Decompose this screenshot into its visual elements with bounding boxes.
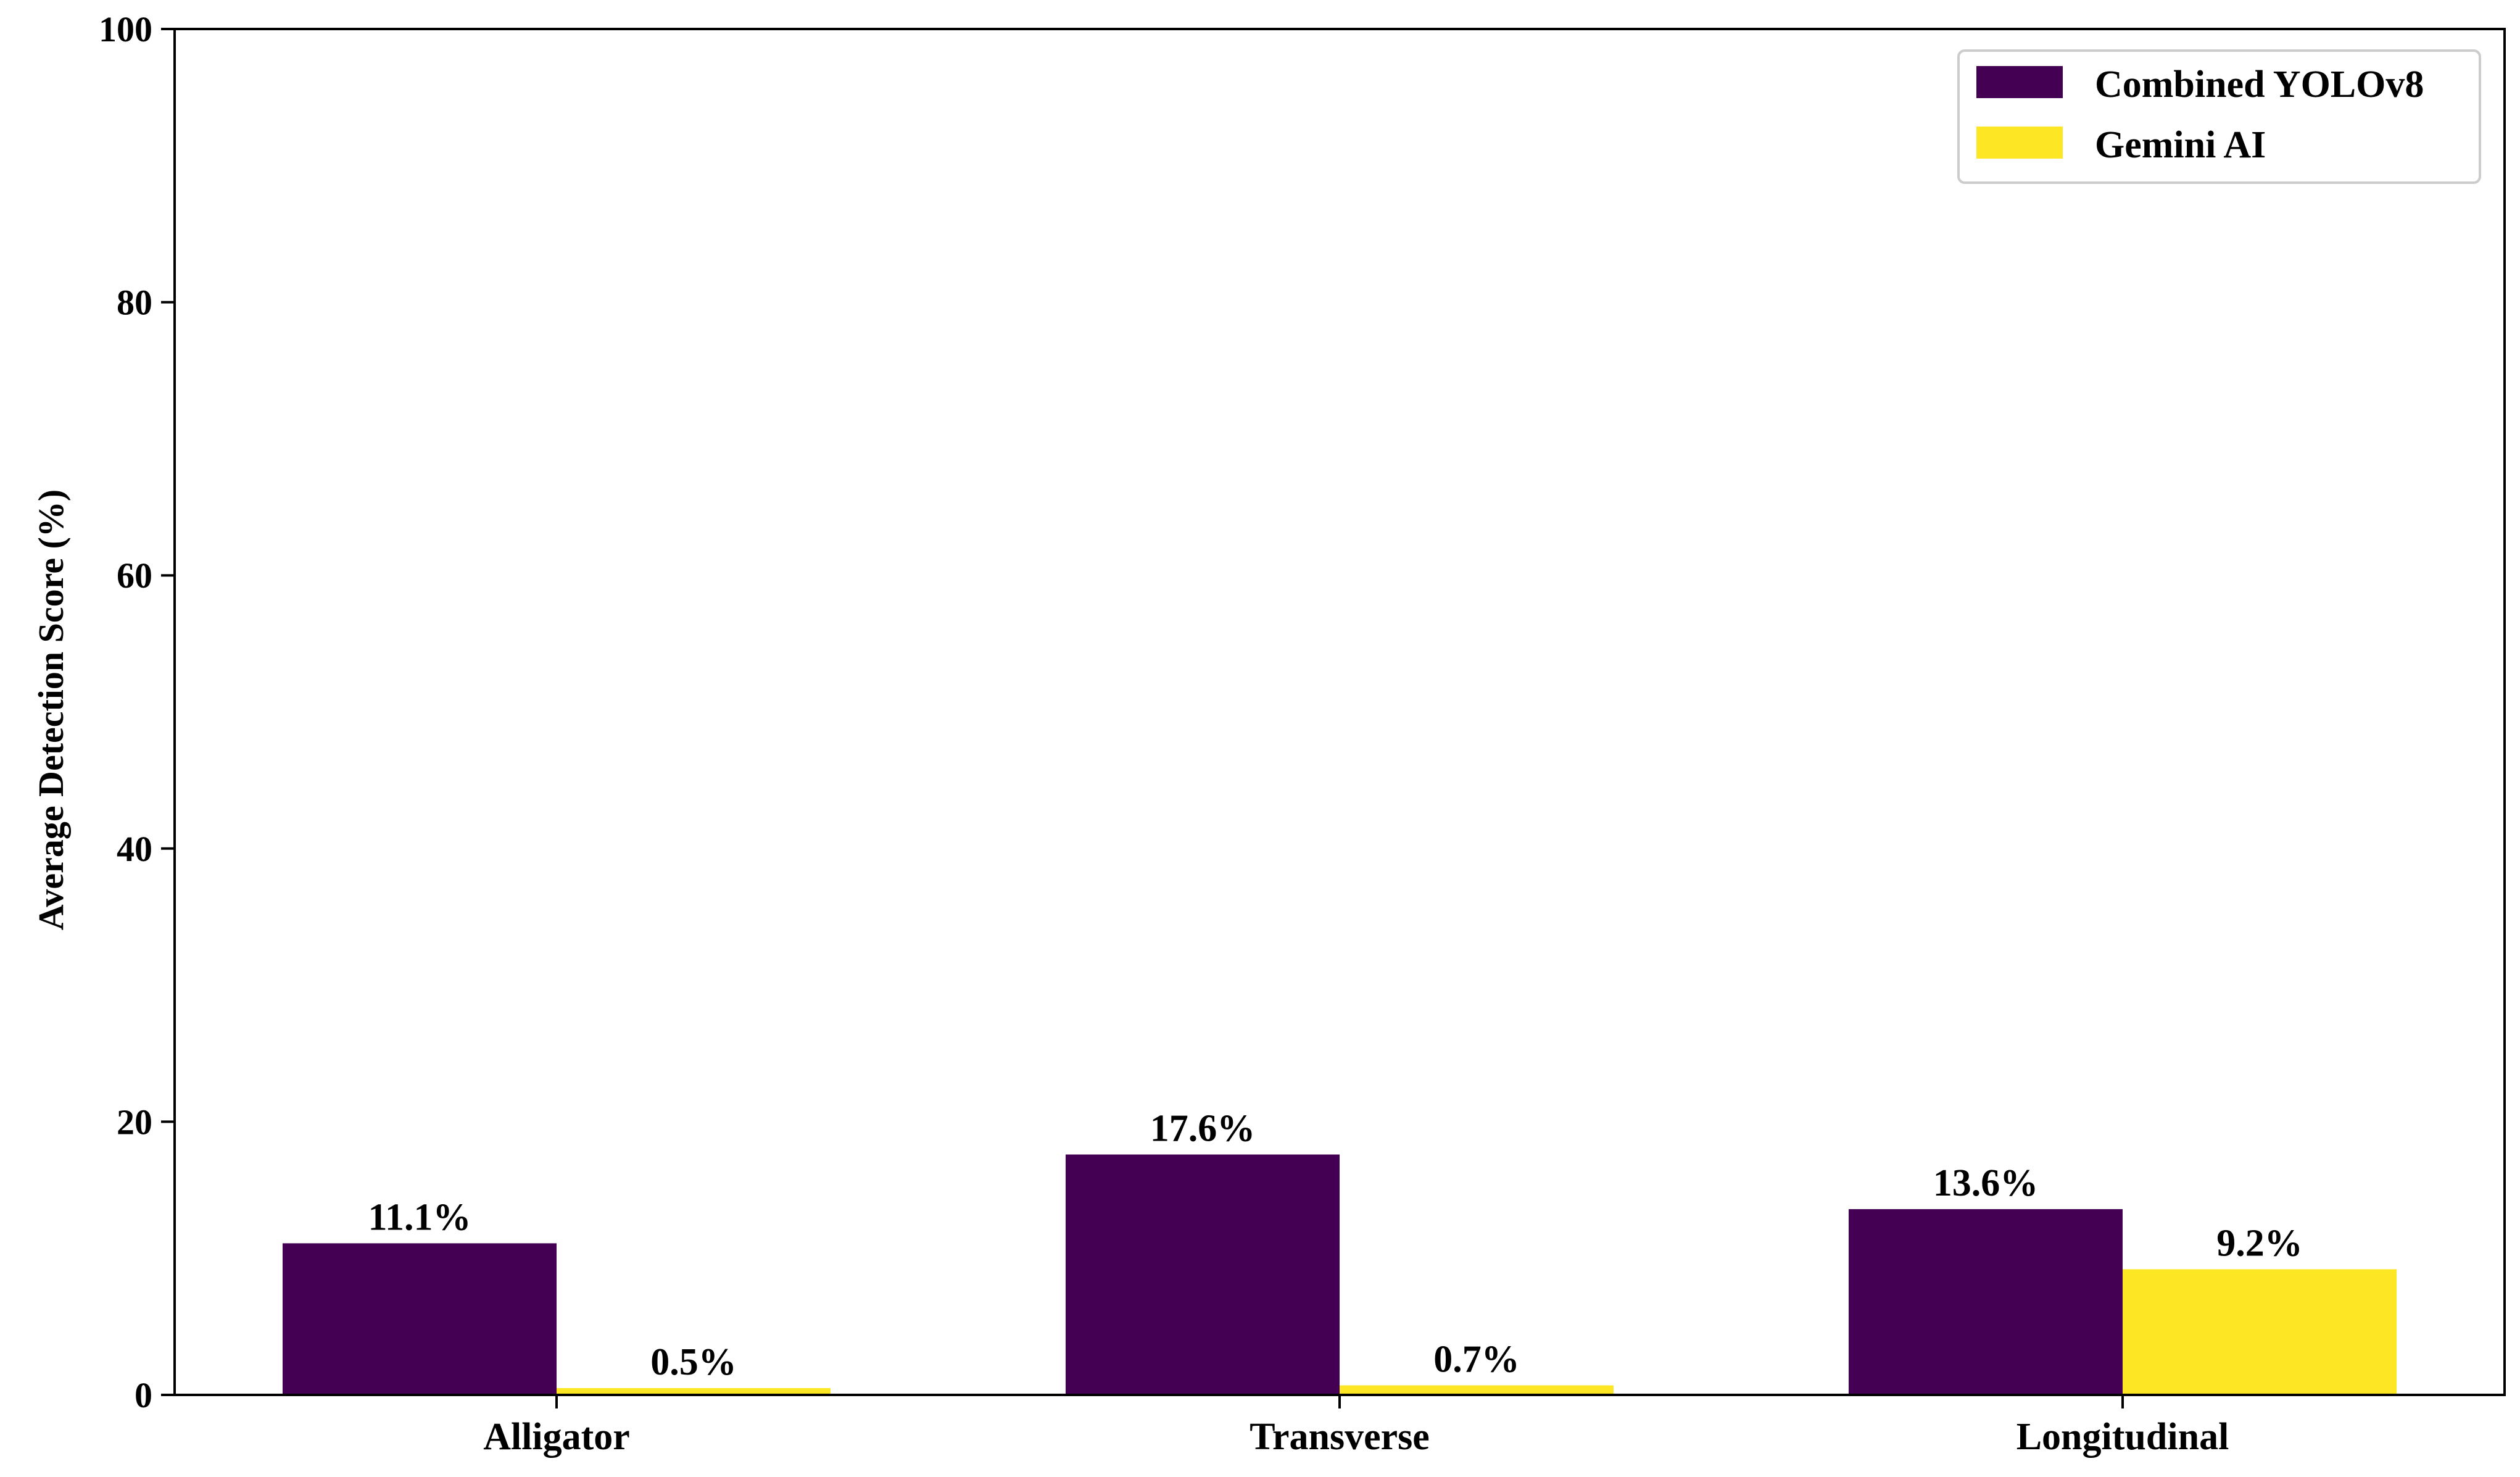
x-axis: Alligator Transverse Longitudinal	[483, 1395, 2229, 1458]
legend-label-gemini-ai: Gemini AI	[2095, 124, 2266, 166]
bar-gemini-ai-transverse	[1340, 1385, 1614, 1395]
bars-layer	[283, 1154, 2397, 1395]
y-tick-label-80: 80	[117, 283, 152, 323]
bar-combined-yolov8-transverse	[1066, 1154, 1340, 1395]
data-label-combined-yolov8-alligator: 11.1%	[368, 1196, 471, 1238]
y-tick-label-60: 60	[117, 555, 152, 596]
data-label-gemini-ai-alligator: 0.5%	[650, 1341, 737, 1383]
legend: Combined YOLOv8 Gemini AI	[1957, 49, 2481, 184]
x-tick-label-transverse: Transverse	[1250, 1416, 1430, 1458]
y-axis: 0 20 40 60 80 100	[99, 9, 175, 1415]
x-tick-label-alligator: Alligator	[483, 1416, 630, 1458]
legend-swatch-gemini-ai	[1976, 127, 2063, 159]
bar-gemini-ai-longitudinal	[2123, 1269, 2397, 1395]
y-tick-label-40: 40	[117, 829, 152, 869]
y-tick-label-0: 0	[135, 1375, 152, 1415]
data-label-combined-yolov8-longitudinal: 13.6%	[1933, 1162, 2039, 1204]
bar-gemini-ai-alligator	[557, 1388, 831, 1395]
legend-swatch-combined-yolov8	[1976, 66, 2063, 98]
plot-area-frame	[173, 28, 2506, 1396]
legend-box	[1957, 49, 2481, 184]
y-tick-label-20: 20	[117, 1102, 152, 1142]
bar-combined-yolov8-longitudinal	[1849, 1209, 2123, 1395]
legend-label-combined-yolov8: Combined YOLOv8	[2095, 64, 2424, 106]
data-labels-layer: 11.1% 17.6% 13.6% 0.5% 0.7% 9.2%	[368, 1108, 2302, 1383]
data-label-gemini-ai-longitudinal: 9.2%	[2216, 1222, 2303, 1264]
y-tick-label-100: 100	[99, 9, 152, 49]
x-tick-label-longitudinal: Longitudinal	[2016, 1416, 2229, 1458]
bar-combined-yolov8-alligator	[283, 1243, 557, 1395]
y-axis-title: Average Detection Score (%)	[31, 489, 71, 931]
data-label-gemini-ai-transverse: 0.7%	[1433, 1339, 1520, 1381]
data-label-combined-yolov8-transverse: 17.6%	[1150, 1108, 1256, 1150]
